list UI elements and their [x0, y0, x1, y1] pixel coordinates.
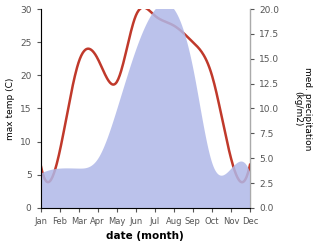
Y-axis label: med. precipitation
(kg/m2): med. precipitation (kg/m2) [293, 67, 313, 150]
X-axis label: date (month): date (month) [107, 231, 184, 242]
Y-axis label: max temp (C): max temp (C) [5, 77, 15, 140]
